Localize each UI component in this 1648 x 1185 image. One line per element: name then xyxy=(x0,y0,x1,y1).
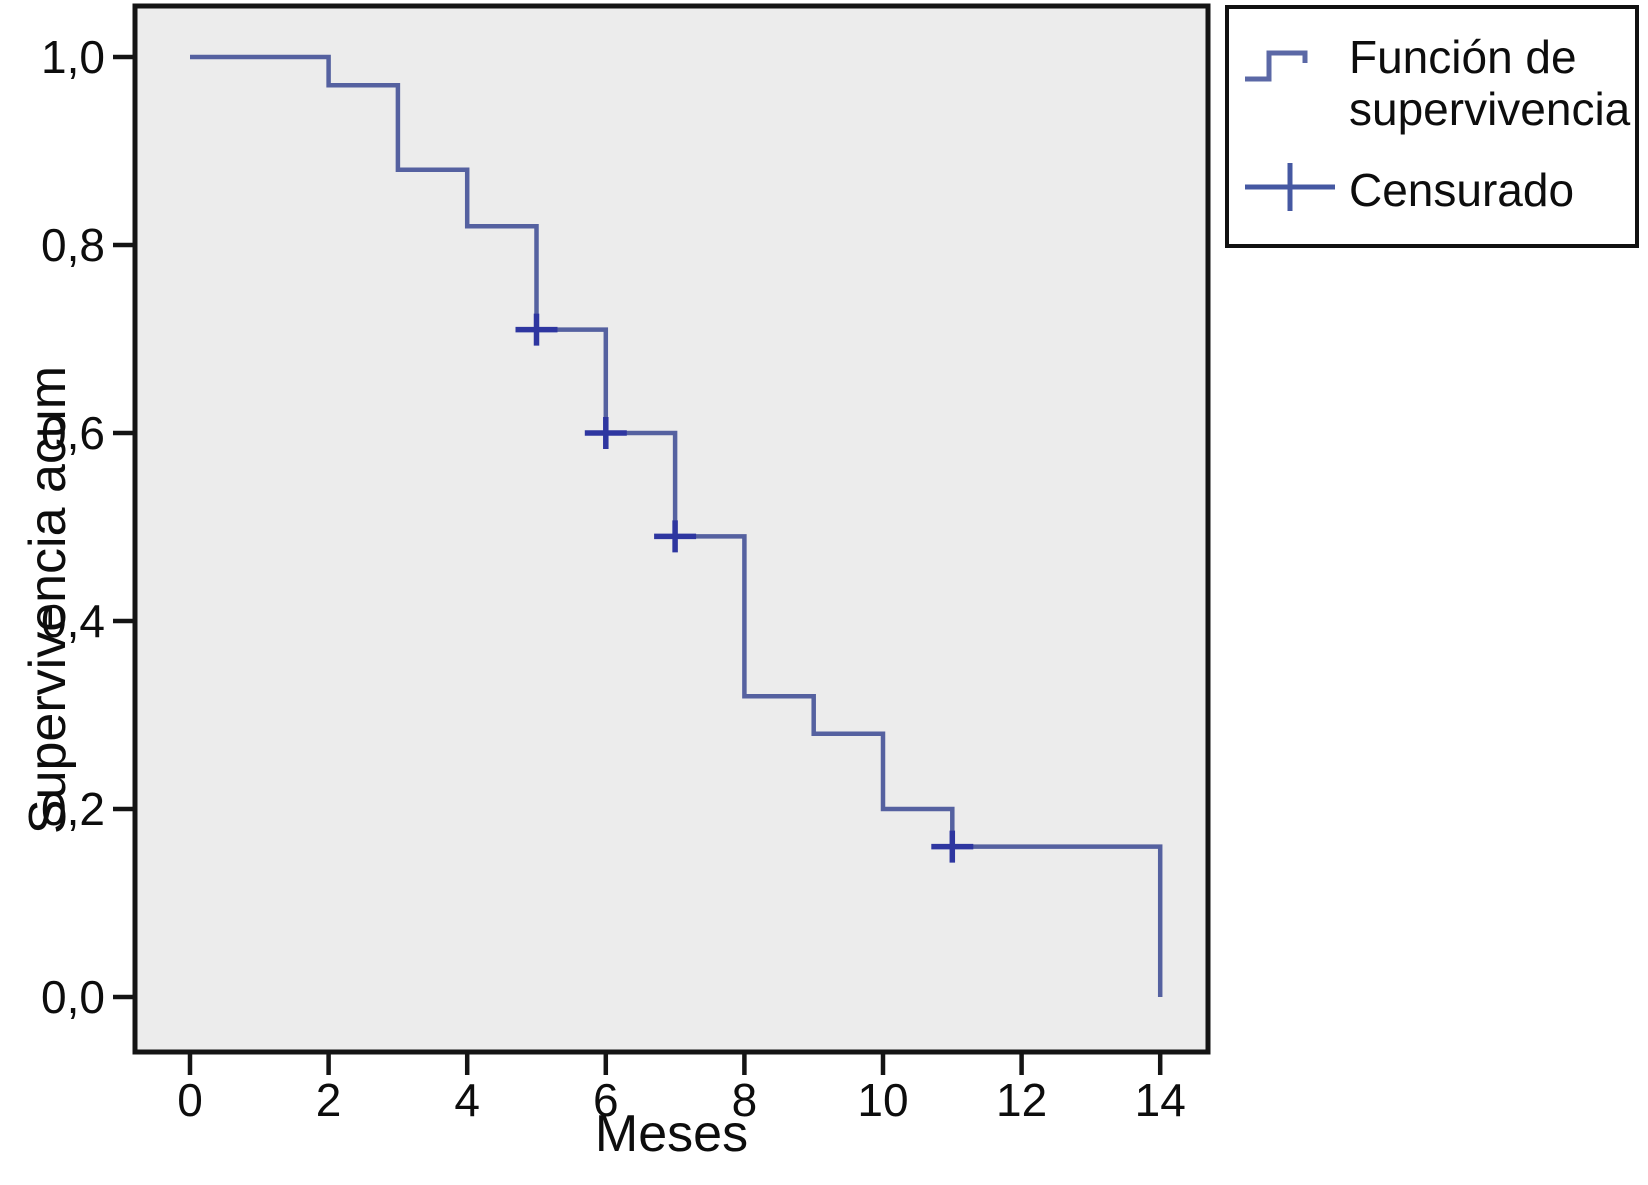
x-tick-label: 12 xyxy=(996,1074,1047,1126)
legend-item-survival-function: Función de supervivencia xyxy=(1243,31,1630,135)
x-tick-label: 2 xyxy=(316,1074,342,1126)
y-tick-label: 1,0 xyxy=(41,31,105,83)
y-tick-label: 0,2 xyxy=(41,783,105,835)
censor-mark xyxy=(515,313,558,346)
plot-frame xyxy=(132,3,1211,1055)
legend: Función de supervivencia Censurado xyxy=(1225,5,1639,248)
censored-plus-icon xyxy=(1243,161,1349,218)
censor-mark xyxy=(931,830,974,863)
survival-step-line xyxy=(190,54,1163,997)
censor-mark xyxy=(584,417,627,449)
y-tick-label: 0,0 xyxy=(41,971,105,1023)
plot-background xyxy=(135,6,1208,1052)
survival-function-step-icon xyxy=(1243,31,1349,135)
x-tick-label: 8 xyxy=(732,1074,758,1126)
x-tick-label: 0 xyxy=(177,1074,203,1126)
censor-mark xyxy=(654,520,697,553)
legend-label-survival-function: Función de supervivencia xyxy=(1349,31,1631,135)
x-tick-label: 14 xyxy=(1135,1074,1186,1126)
x-tick-label: 6 xyxy=(593,1074,619,1126)
x-tick-label: 4 xyxy=(454,1074,480,1126)
y-tick-label: 0,8 xyxy=(41,219,105,271)
x-axis-title: Meses xyxy=(594,1105,749,1163)
x-tick-label: 10 xyxy=(857,1074,908,1126)
y-tick-label: 0,6 xyxy=(41,407,105,459)
legend-label-censored: Censurado xyxy=(1349,163,1575,216)
y-axis-title: Supervivencia acum xyxy=(19,365,77,835)
y-tick-label: 0,4 xyxy=(41,595,105,647)
legend-item-censored: Censurado xyxy=(1243,161,1625,218)
